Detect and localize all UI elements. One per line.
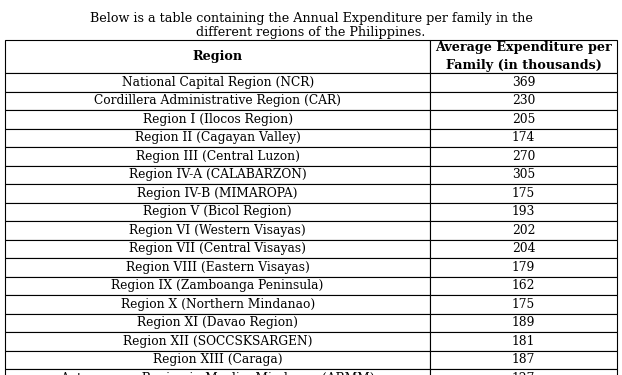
Bar	[5, 202, 430, 221]
Text: Region II (Cagayan Valley): Region II (Cagayan Valley)	[135, 131, 300, 144]
Text: 175: 175	[512, 298, 536, 311]
Bar	[430, 295, 617, 314]
Bar	[5, 314, 430, 332]
Bar	[430, 332, 617, 351]
Bar	[5, 73, 430, 92]
Text: 175: 175	[512, 187, 536, 200]
Text: 179: 179	[512, 261, 536, 274]
Text: Region XI (Davao Region): Region XI (Davao Region)	[137, 316, 298, 329]
Text: 187: 187	[512, 353, 536, 366]
Text: Region VI (Western Visayas): Region VI (Western Visayas)	[129, 224, 306, 237]
Bar	[430, 92, 617, 110]
Text: Region XIII (Caraga): Region XIII (Caraga)	[153, 353, 282, 366]
Text: 202: 202	[512, 224, 536, 237]
Bar	[430, 221, 617, 240]
Text: 189: 189	[512, 316, 536, 329]
Text: Below is a table containing the Annual Expenditure per family in the: Below is a table containing the Annual E…	[90, 12, 532, 25]
Bar	[5, 184, 430, 203]
Text: 162: 162	[512, 279, 536, 292]
Bar	[5, 332, 430, 351]
Bar	[5, 221, 430, 240]
Text: Region V (Bicol Region): Region V (Bicol Region)	[143, 205, 292, 218]
Bar	[5, 276, 430, 295]
Bar	[430, 351, 617, 369]
Text: different regions of the Philippines.: different regions of the Philippines.	[197, 26, 425, 39]
Text: Region IV-A (CALABARZON): Region IV-A (CALABARZON)	[129, 168, 307, 181]
Text: Cordillera Administrative Region (CAR): Cordillera Administrative Region (CAR)	[94, 94, 341, 107]
Bar	[430, 258, 617, 276]
Bar	[430, 314, 617, 332]
Text: Region III (Central Luzon): Region III (Central Luzon)	[136, 150, 300, 163]
Bar	[5, 40, 430, 73]
Bar	[430, 184, 617, 203]
Text: 204: 204	[512, 242, 536, 255]
Text: 270: 270	[512, 150, 536, 163]
Text: Region XII (SOCCSKSARGEN): Region XII (SOCCSKSARGEN)	[123, 335, 312, 348]
Bar	[430, 129, 617, 147]
Bar	[5, 240, 430, 258]
Text: Region I (Ilocos Region): Region I (Ilocos Region)	[142, 113, 293, 126]
Bar	[430, 147, 617, 165]
Bar	[5, 295, 430, 314]
Bar	[430, 73, 617, 92]
Bar	[5, 351, 430, 369]
Text: Region: Region	[193, 50, 243, 63]
Text: 205: 205	[512, 113, 536, 126]
Text: Autonomous Region in Muslim Mindanao (ARMM): Autonomous Region in Muslim Mindanao (AR…	[60, 372, 375, 375]
Bar	[5, 129, 430, 147]
Bar	[430, 276, 617, 295]
Text: 174: 174	[512, 131, 536, 144]
Text: National Capital Region (NCR): National Capital Region (NCR)	[121, 76, 313, 89]
Bar	[5, 369, 430, 375]
Text: 305: 305	[512, 168, 536, 181]
Bar	[430, 40, 617, 73]
Bar	[430, 202, 617, 221]
Text: Region VII (Central Visayas): Region VII (Central Visayas)	[129, 242, 306, 255]
Bar	[430, 369, 617, 375]
Bar	[430, 110, 617, 129]
Text: 230: 230	[512, 94, 536, 107]
Text: 369: 369	[512, 76, 536, 89]
Text: Region IX (Zamboanga Peninsula): Region IX (Zamboanga Peninsula)	[111, 279, 324, 292]
Bar	[430, 240, 617, 258]
Text: Region X (Northern Mindanao): Region X (Northern Mindanao)	[121, 298, 315, 311]
Bar	[5, 92, 430, 110]
Text: Average Expenditure per
Family (in thousands): Average Expenditure per Family (in thous…	[435, 42, 612, 72]
Bar	[5, 258, 430, 276]
Text: 127: 127	[512, 372, 536, 375]
Bar	[5, 110, 430, 129]
Bar	[5, 165, 430, 184]
Text: 181: 181	[512, 335, 536, 348]
Bar	[5, 147, 430, 165]
Text: 193: 193	[512, 205, 536, 218]
Text: Region VIII (Eastern Visayas): Region VIII (Eastern Visayas)	[126, 261, 310, 274]
Bar	[430, 165, 617, 184]
Text: Region IV-B (MIMAROPA): Region IV-B (MIMAROPA)	[137, 187, 298, 200]
